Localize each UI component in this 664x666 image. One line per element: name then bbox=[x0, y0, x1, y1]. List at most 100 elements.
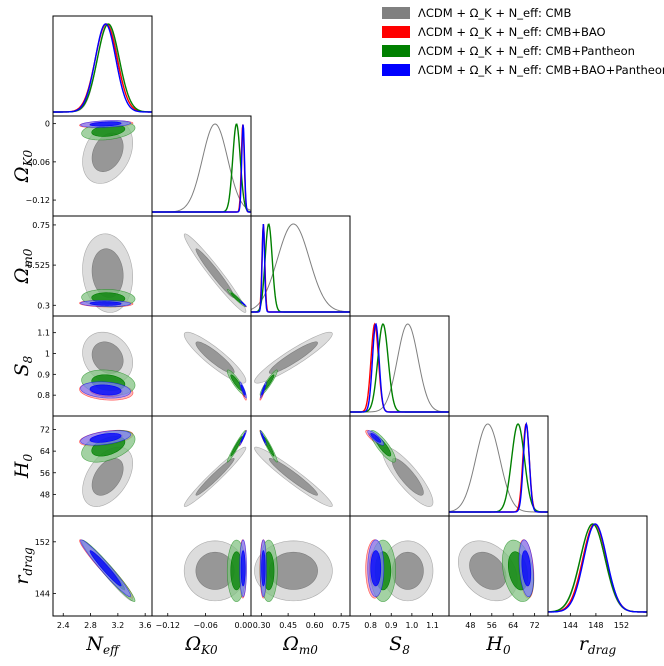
legend-swatch-CMB+Pantheon bbox=[382, 45, 410, 57]
panel-frame bbox=[151, 415, 252, 517]
y-tick-label: 0.9 bbox=[37, 370, 50, 379]
contour-68-CMB+BAO+Pantheon bbox=[240, 301, 246, 306]
contour-68-CMB+BAO+Pantheon bbox=[240, 384, 246, 396]
y-tick-label: 0.3 bbox=[37, 301, 50, 310]
contour-68-CMB+Pantheon bbox=[230, 374, 243, 391]
contour-68-CMB+BAO+Pantheon bbox=[370, 433, 382, 443]
x-tick-label: 0.8 bbox=[364, 621, 377, 630]
contour-68-CMB bbox=[391, 551, 424, 590]
x-tick-label: 0.45 bbox=[279, 621, 297, 630]
contour-panel-rdrag-vs-Neff bbox=[79, 539, 136, 602]
contour-panel-rdrag-vs-H0 bbox=[457, 539, 535, 602]
x-axis-label-Neff: Neff bbox=[85, 633, 121, 657]
y-axis-label-S8: S8 bbox=[11, 355, 35, 376]
contour-68-CMB+BAO+Pantheon bbox=[89, 550, 122, 587]
x-tick-label: 72 bbox=[530, 621, 540, 630]
marginal-panel-S8 bbox=[350, 322, 449, 413]
x-axis-label-rdrag: rdrag bbox=[579, 633, 617, 657]
contour-68-CMB bbox=[469, 551, 507, 590]
contour-panel-S8-vs-Neff bbox=[79, 331, 136, 401]
x-tick-label: 2.4 bbox=[57, 621, 70, 630]
marginal-curve-CMB+BAO bbox=[548, 523, 647, 613]
contour-panel-H0-vs-Omm0 bbox=[254, 429, 333, 507]
y-tick-label: 144 bbox=[35, 589, 50, 598]
y-tick-label: 72 bbox=[40, 426, 50, 435]
y-tick-label: 152 bbox=[35, 538, 50, 547]
y-tick-label: 1 bbox=[45, 350, 50, 359]
x-tick-label: 3.2 bbox=[111, 621, 124, 630]
legend: ΛCDM + Ω_K + N_eff: CMB ΛCDM + Ω_K + N_ef… bbox=[382, 6, 664, 77]
contour-panel-rdrag-vs-OmK0 bbox=[183, 539, 247, 602]
x-tick-label: 3.6 bbox=[139, 621, 152, 630]
contour-68-CMB+BAO+Pantheon bbox=[521, 550, 532, 587]
y-tick-label: 64 bbox=[40, 447, 50, 456]
x-tick-label: −0.12 bbox=[156, 621, 181, 630]
y-tick-label: −0.12 bbox=[25, 196, 50, 205]
x-tick-label: 0.9 bbox=[385, 621, 398, 630]
marginal-curve-CMB bbox=[152, 123, 251, 213]
contour-panel-H0-vs-Neff bbox=[79, 429, 136, 507]
marginal-curve-CMB+BAO+Pantheon bbox=[53, 23, 152, 113]
marginal-panel-rdrag bbox=[548, 523, 647, 613]
contour-panel-S8-vs-Omm0 bbox=[254, 331, 333, 401]
contour-68-CMB+BAO+Pantheon bbox=[89, 384, 122, 396]
y-tick-label: 56 bbox=[40, 469, 50, 478]
contour-68-CMB bbox=[268, 341, 318, 374]
y-axis-label-H0: H0 bbox=[11, 454, 35, 480]
marginal-curve-CMB+BAO bbox=[350, 322, 449, 413]
y-tick-label: 0.75 bbox=[32, 221, 50, 230]
x-tick-label: −0.06 bbox=[193, 621, 218, 630]
contour-68-CMB+BAO+Pantheon bbox=[240, 433, 246, 443]
y-axis-label-rdrag: rdrag bbox=[11, 547, 35, 585]
marginal-panel-H0 bbox=[449, 421, 548, 513]
contour-panel-Omm0-vs-OmK0 bbox=[183, 233, 247, 313]
marginal-curve-CMB+BAO+Pantheon bbox=[152, 124, 251, 213]
x-axis-label-H0: H0 bbox=[485, 633, 511, 657]
contour-68-CMB+Pantheon bbox=[230, 292, 243, 304]
contour-68-CMB+BAO+Pantheon bbox=[261, 384, 266, 396]
x-tick-label: 1.0 bbox=[406, 621, 419, 630]
marginal-curve-CMB bbox=[548, 523, 647, 613]
panel-frame bbox=[250, 315, 351, 417]
panel-frame bbox=[151, 115, 252, 217]
contour-68-CMB+BAO+Pantheon bbox=[370, 550, 382, 587]
x-axis-label-Omm0: Ωm0 bbox=[282, 633, 318, 657]
contour-68-CMB+BAO+Pantheon bbox=[89, 433, 122, 443]
legend-swatch-CMB+BAO+Pantheon bbox=[382, 64, 410, 76]
contour-68-CMB+Pantheon bbox=[230, 551, 243, 591]
x-tick-label: 0.00 bbox=[235, 621, 253, 630]
legend-entry-CMB+BAO+Pantheon: ΛCDM + Ω_K + N_eff: CMB+BAO+Pantheon bbox=[418, 63, 664, 77]
marginal-curve-CMB+BAO+Pantheon bbox=[251, 223, 350, 313]
y-tick-label: 0.525 bbox=[27, 261, 50, 270]
legend-entry-CMB: ΛCDM + Ω_K + N_eff: CMB bbox=[418, 6, 571, 20]
contour-68-CMB+BAO+Pantheon bbox=[240, 550, 246, 587]
marginal-curve-CMB+BAO bbox=[152, 124, 251, 213]
legend-swatch-CMB+BAO bbox=[382, 26, 410, 38]
panel-frame bbox=[250, 415, 351, 517]
marginal-curve-CMB+BAO+Pantheon bbox=[449, 421, 548, 513]
contour-panel-Omm0-vs-Neff bbox=[79, 233, 136, 313]
x-tick-label: 152 bbox=[614, 621, 629, 630]
contour-68-CMB+BAO+Pantheon bbox=[261, 433, 266, 443]
contour-panel-H0-vs-OmK0 bbox=[183, 429, 247, 507]
marginal-curve-CMB+Pantheon bbox=[548, 523, 647, 613]
contour-68-CMB+BAO+Pantheon bbox=[261, 550, 266, 587]
x-tick-label: 56 bbox=[487, 621, 497, 630]
contour-68-CMB bbox=[268, 458, 318, 496]
contour-68-CMB bbox=[195, 341, 235, 374]
marginal-curve-CMB bbox=[251, 223, 350, 313]
contour-68-CMB+BAO+Pantheon bbox=[89, 121, 122, 127]
marginal-panel-Neff bbox=[53, 23, 152, 113]
x-tick-label: 1.1 bbox=[426, 621, 439, 630]
x-axis-label-S8: S8 bbox=[389, 633, 410, 657]
contour-68-CMB+BAO+Pantheon bbox=[89, 301, 122, 306]
marginal-curve-CMB bbox=[449, 423, 548, 513]
x-axis-label-OmK0: ΩK0 bbox=[184, 633, 218, 657]
marginal-panel-Omm0 bbox=[251, 223, 350, 313]
legend-swatch-CMB bbox=[382, 7, 410, 19]
contour-68-CMB+Pantheon bbox=[230, 436, 243, 457]
y-axis-label-OmK0: ΩK0 bbox=[11, 149, 35, 183]
x-tick-label: 144 bbox=[563, 621, 578, 630]
contour-panel-H0-vs-S8 bbox=[365, 429, 434, 507]
